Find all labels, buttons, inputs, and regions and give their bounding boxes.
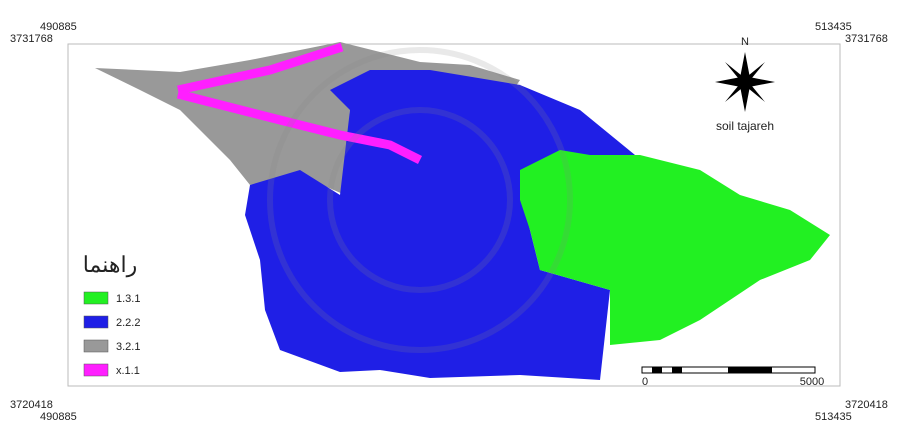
- legend: 1.3.1 2.2.2 3.2.1 x.1.1: [83, 291, 140, 377]
- region-blue: [245, 70, 635, 380]
- north-arrow: [715, 52, 775, 112]
- legend-swatch: [83, 291, 109, 305]
- legend-label: x.1.1: [116, 365, 140, 377]
- north-label: N: [741, 36, 749, 48]
- coord: 3731768: [845, 33, 888, 45]
- legend-swatch: [83, 339, 109, 353]
- coord: 3720418: [845, 399, 888, 411]
- region-magenta: [177, 42, 344, 95]
- watermark: [267, 47, 573, 353]
- region-green: [520, 150, 830, 345]
- coord: 490885: [40, 411, 77, 423]
- legend-label: 1.3.1: [116, 293, 140, 305]
- coord: 3731768: [10, 33, 53, 45]
- region-magenta: [176, 89, 423, 165]
- coord: 513435: [815, 411, 852, 423]
- scale-bar: [641, 366, 816, 374]
- legend-label: 3.2.1: [116, 341, 140, 353]
- scale-label: 5000: [800, 376, 824, 388]
- legend-title: راهنما: [83, 252, 137, 278]
- coord: 490885: [40, 21, 77, 33]
- legend-label: 2.2.2: [116, 317, 140, 329]
- scale-label: 0: [642, 376, 648, 388]
- coord: 3720418: [10, 399, 53, 411]
- legend-swatch: [83, 315, 109, 329]
- map-title: soil tajareh: [716, 119, 774, 133]
- coord: 513435: [815, 21, 852, 33]
- legend-swatch: [83, 363, 109, 377]
